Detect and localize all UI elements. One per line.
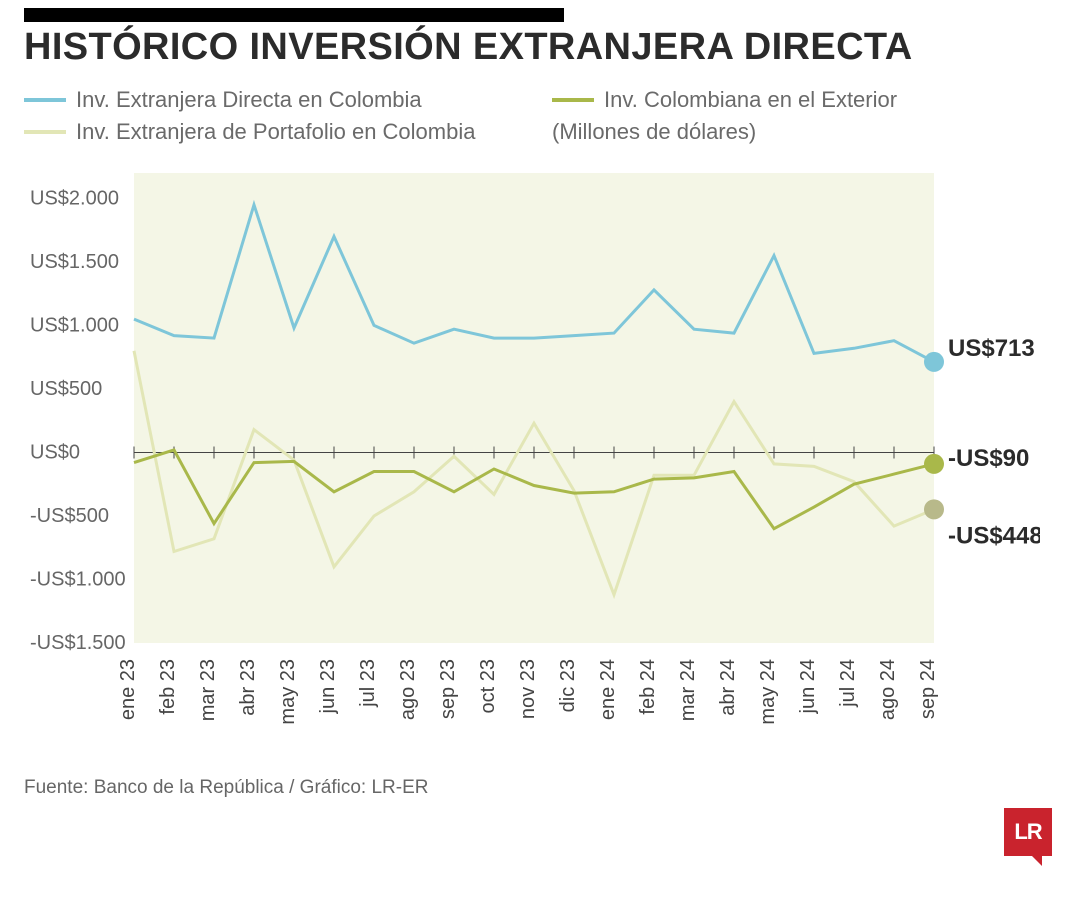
legend-item-exterior: Inv. Colombiana en el Exterior [552, 87, 1040, 113]
x-tick-label: sep 23 [437, 659, 459, 719]
x-tick-label: feb 24 [637, 659, 659, 715]
legend-swatch-exterior [552, 98, 594, 102]
chart-area: -US$1.500 -US$1.000 -US$500 US$0 US$500 US$1.… [24, 163, 1040, 763]
x-tick-label: jul 23 [357, 659, 379, 708]
chart-container: HISTÓRICO INVERSIÓN EXTRANJERA DIRECTA I… [0, 0, 1080, 900]
y-tick-label: -US$500 [30, 505, 109, 527]
y-tick-label: US$0 [30, 441, 80, 463]
x-tick-label: feb 23 [157, 659, 179, 715]
endpoint-exterior [924, 454, 944, 474]
x-tick-label: abr 23 [237, 659, 259, 716]
x-tick-label: jun 23 [317, 659, 339, 715]
top-rule [24, 8, 564, 22]
y-tick-label: -US$1.500 [30, 632, 126, 654]
legend-label-exterior: Inv. Colombiana en el Exterior [604, 87, 897, 113]
x-tick-label: mar 23 [197, 659, 219, 721]
x-tick-label: nov 23 [517, 659, 539, 719]
y-tick-label: US$1.500 [30, 251, 119, 273]
x-tick-label: ene 23 [117, 659, 139, 720]
x-tick-label: sep 24 [917, 659, 939, 719]
x-tick-label: jun 24 [797, 659, 819, 715]
x-tick-label: may 24 [757, 659, 779, 725]
x-tick-label: ene 24 [597, 659, 619, 720]
y-tick-label: US$1.000 [30, 314, 119, 336]
endpoint-label-portafolio: -US$448 [948, 522, 1040, 549]
legend-item-portafolio: Inv. Extranjera de Portafolio en Colombi… [24, 119, 512, 145]
legend-label-directa: Inv. Extranjera Directa en Colombia [76, 87, 422, 113]
lr-logo: LR [1004, 808, 1052, 856]
legend-subnote: (Millones de dólares) [552, 119, 1040, 145]
x-tick-label: oct 23 [477, 659, 499, 713]
x-tick-label: mar 24 [677, 659, 699, 721]
y-tick-label: -US$1.000 [30, 568, 126, 590]
x-tick-label: jul 24 [837, 659, 859, 708]
endpoint-label-directa: US$713 [948, 335, 1035, 362]
x-tick-label: ago 23 [397, 659, 419, 720]
legend: Inv. Extranjera Directa en Colombia Inv.… [24, 87, 1040, 145]
endpoint-label-exterior: -US$90 [948, 445, 1029, 472]
endpoint-directa [924, 352, 944, 372]
source-line: Fuente: Banco de la República / Gráfico:… [24, 777, 1040, 799]
y-tick-label: US$500 [30, 378, 102, 400]
legend-item-directa: Inv. Extranjera Directa en Colombia [24, 87, 512, 113]
x-tick-label: abr 24 [717, 659, 739, 716]
x-tick-label: ago 24 [877, 659, 899, 720]
lr-logo-text: LR [1014, 819, 1041, 845]
endpoint-portafolio [924, 499, 944, 519]
legend-label-portafolio: Inv. Extranjera de Portafolio en Colombi… [76, 119, 475, 145]
x-tick-label: may 23 [277, 659, 299, 725]
legend-swatch-directa [24, 98, 66, 102]
legend-swatch-portafolio [24, 130, 66, 134]
chart-svg: -US$1.500 -US$1.000 -US$500 US$0 US$500 US$1.… [24, 163, 1040, 763]
chart-title: HISTÓRICO INVERSIÓN EXTRANJERA DIRECTA [24, 26, 1040, 69]
y-tick-label: US$2.000 [30, 187, 119, 209]
x-tick-label: dic 23 [557, 659, 579, 712]
